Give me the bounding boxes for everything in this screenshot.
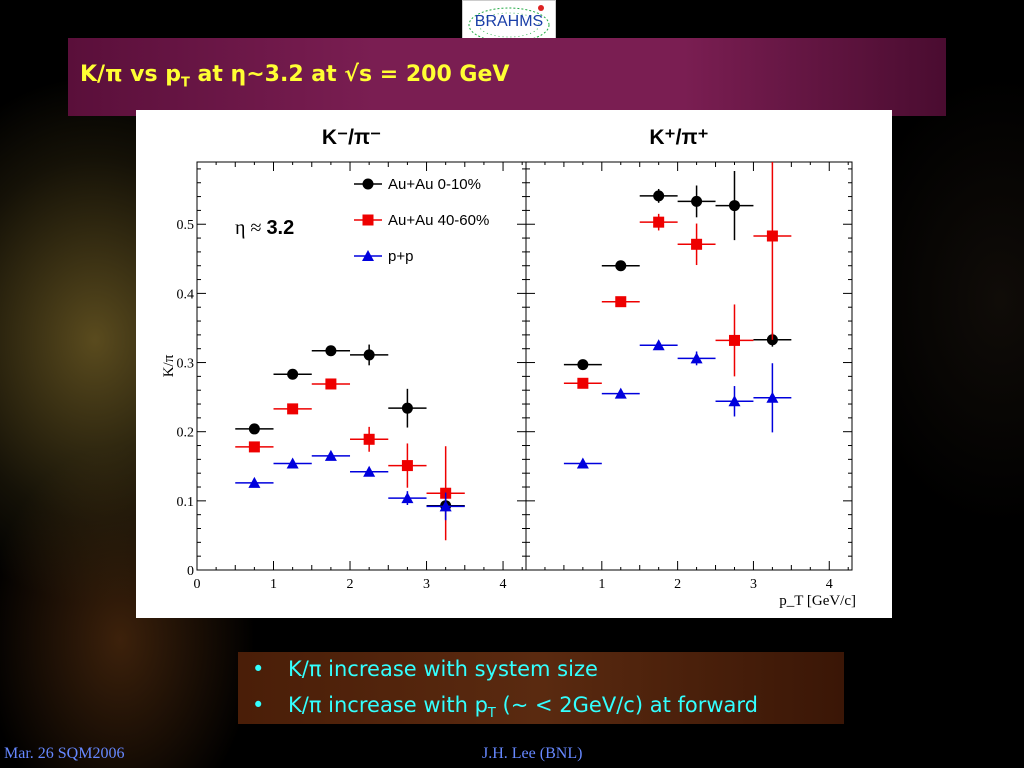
bullet-1: • K/π increase with system size [252, 657, 598, 681]
data-point [615, 260, 627, 272]
bullet-2: • K/π increase with pT (~ < 2GeV/c) at fo… [252, 693, 758, 722]
x-tick-label: 2 [674, 577, 681, 592]
eta-annotation: η ≈ 3.2 [235, 217, 294, 239]
eta-annotation-symbol: η ≈ [235, 217, 266, 239]
data-point [766, 391, 779, 403]
y-tick-label: 0.3 [177, 357, 195, 372]
x-tick-label: 3 [423, 577, 430, 592]
panel-2-frame [525, 161, 853, 571]
footer-date: Mar. 26 SQM2006 [4, 745, 125, 762]
x-tick-label: 0 [194, 577, 201, 592]
data-point [614, 387, 627, 399]
data-point [401, 402, 413, 414]
data-point [615, 296, 627, 308]
data-point [401, 460, 413, 472]
y-axis-label: K/π [161, 354, 177, 377]
data-point [363, 433, 375, 445]
bullet-2-text-pre: K/π increase with p [288, 693, 488, 717]
data-point [577, 359, 589, 371]
kpi-ratio-chart: 0 1 2 3 4 0 0.1 0.2 0.3 0.4 0.5 K⁻/π⁻ K/π Au+Au 0-10%… [161, 126, 856, 609]
slide-title: K/π vs pT at η~3.2 at √s = 200 GeV [80, 62, 509, 90]
title-subscript: T [181, 75, 190, 91]
data-point [324, 449, 337, 461]
legend-entry: Au+Au 0-10% [388, 176, 481, 193]
data-point [287, 368, 299, 380]
x-tick-label: 3 [750, 577, 757, 592]
x-tick-label: 1 [270, 577, 277, 592]
logo-text: BRAHMS [474, 13, 544, 30]
y-tick-label: 0.4 [177, 287, 195, 302]
data-point [728, 395, 741, 407]
logo-orbit-icon [468, 5, 550, 43]
y-tick-label: 0.2 [177, 426, 195, 441]
bullet-2-subscript: T [487, 706, 496, 722]
data-point [248, 423, 260, 435]
data-point [325, 378, 337, 390]
data-point [690, 352, 703, 364]
x-tick-label: 4 [500, 577, 507, 592]
data-point [363, 349, 375, 361]
title-bar [68, 38, 946, 116]
title-text-post: at η~3.2 at √s = 200 GeV [189, 62, 510, 87]
bullets-box [238, 652, 844, 724]
plot-panel: 0 1 2 3 4 0 0.1 0.2 0.3 0.4 0.5 K⁻/π⁻ K/π Au+Au 0-10%… [136, 110, 892, 618]
data-point [286, 457, 299, 469]
x-tick-label: 2 [347, 577, 354, 592]
legend-entry: p+p [388, 248, 413, 265]
data-point [766, 230, 778, 242]
data-point [363, 465, 376, 477]
data-point [766, 334, 778, 346]
data-point [577, 377, 589, 389]
data-point [728, 334, 740, 346]
x-tick-label: 1 [598, 577, 605, 592]
title-text-pre: K/π vs p [80, 62, 181, 87]
y-tick-label: 0 [187, 564, 194, 579]
data-point [691, 238, 703, 250]
bullet-2-text-post: (~ < 2GeV/c) at forward [495, 693, 758, 717]
legend-entry: Au+Au 40-60% [388, 212, 489, 229]
legend-marker [362, 178, 374, 190]
footer-author: J.H. Lee (BNL) [482, 745, 583, 762]
y-tick-label: 0.5 [177, 218, 195, 233]
data-point [653, 190, 665, 202]
legend-marker [362, 214, 374, 226]
data-point [248, 441, 260, 453]
x-tick-label: 4 [826, 577, 833, 592]
data-point [401, 492, 414, 504]
y-tick-label: 0.1 [177, 495, 195, 510]
data-point [691, 195, 703, 207]
data-point [248, 476, 261, 488]
data-point [652, 339, 665, 351]
data-point [728, 200, 740, 212]
data-point [325, 345, 337, 357]
x-axis-label: p_T [GeV/c] [779, 593, 856, 609]
data-point [439, 500, 452, 512]
bullet-1-text: K/π increase with system size [288, 657, 598, 681]
eta-annotation-value: 3.2 [266, 217, 294, 239]
data-point [287, 403, 299, 415]
panel-2-title: K⁺/π⁺ [649, 126, 708, 149]
data-point [576, 457, 589, 469]
panel-1-title: K⁻/π⁻ [322, 126, 381, 149]
data-point [653, 216, 665, 228]
legend-marker [362, 250, 374, 261]
